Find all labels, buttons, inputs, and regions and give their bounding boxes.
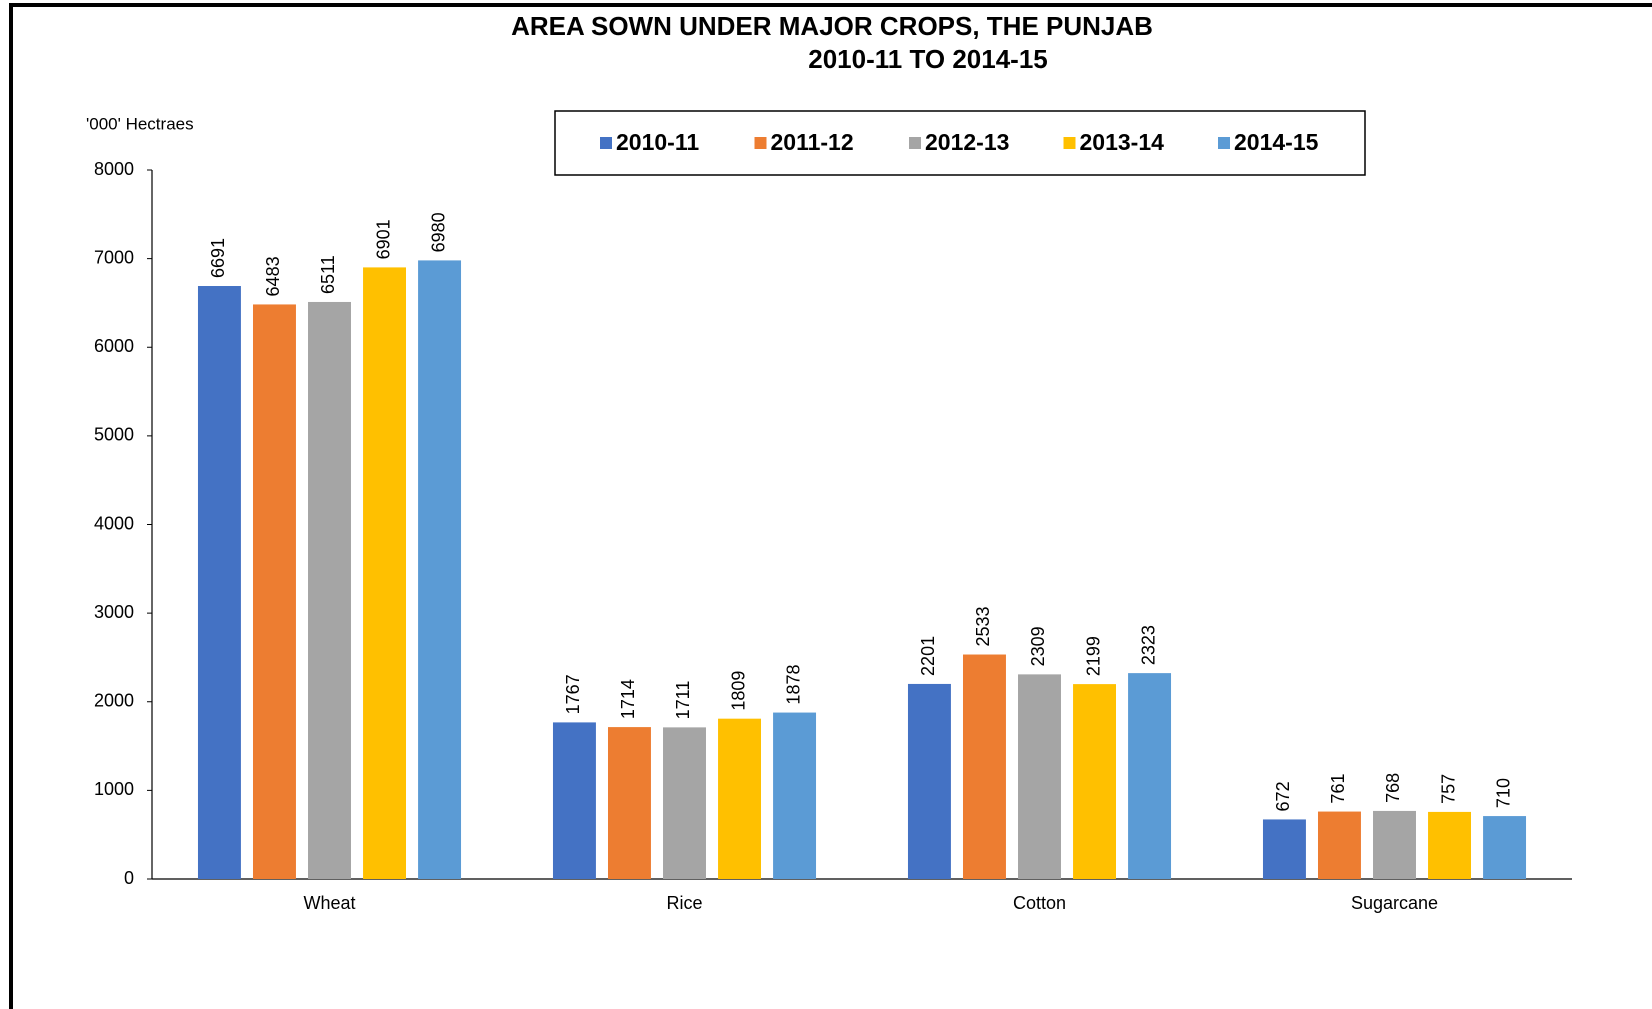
bar bbox=[773, 712, 817, 879]
bar bbox=[1428, 811, 1472, 879]
data-label: 6901 bbox=[373, 219, 393, 259]
y-tick-label: 0 bbox=[124, 868, 134, 888]
legend-label: 2013-14 bbox=[1080, 129, 1165, 155]
chart-frame bbox=[9, 3, 1652, 1009]
y-tick-label: 6000 bbox=[94, 336, 134, 356]
y-tick-label: 8000 bbox=[94, 159, 134, 179]
bar bbox=[363, 267, 407, 879]
y-tick-label: 5000 bbox=[94, 425, 134, 445]
bar bbox=[1073, 684, 1117, 879]
bar bbox=[1317, 811, 1361, 879]
data-label: 672 bbox=[1273, 781, 1293, 811]
data-label: 1767 bbox=[563, 674, 583, 714]
data-label: 1714 bbox=[618, 679, 638, 719]
data-label: 757 bbox=[1438, 774, 1458, 804]
data-label: 2201 bbox=[918, 636, 938, 676]
legend-swatch bbox=[1218, 137, 1230, 149]
y-tick-label: 3000 bbox=[94, 602, 134, 622]
legend-swatch bbox=[600, 137, 612, 149]
x-tick-label: Rice bbox=[666, 893, 702, 913]
bar bbox=[1483, 816, 1527, 879]
chart-title: AREA SOWN UNDER MAJOR CROPS, THE PUNJAB bbox=[511, 11, 1153, 41]
bar bbox=[252, 304, 296, 880]
bar bbox=[663, 727, 706, 879]
legend-label: 2010-11 bbox=[616, 129, 699, 155]
bar bbox=[1018, 674, 1061, 879]
legend-swatch bbox=[1063, 137, 1076, 149]
bar bbox=[1262, 819, 1306, 879]
data-label: 761 bbox=[1328, 774, 1348, 804]
bar bbox=[308, 301, 351, 879]
x-tick-label: Wheat bbox=[303, 893, 355, 913]
bar bbox=[718, 718, 762, 879]
legend-label: 2012-13 bbox=[925, 129, 1009, 155]
bar bbox=[962, 654, 1006, 879]
data-label: 6980 bbox=[428, 212, 448, 252]
bar bbox=[607, 727, 651, 879]
y-tick-label: 4000 bbox=[94, 513, 134, 533]
chart-subtitle: 2010-11 TO 2014-15 bbox=[808, 44, 1047, 74]
data-label: 6511 bbox=[318, 255, 338, 294]
bar bbox=[552, 722, 596, 879]
legend-label: 2011-12 bbox=[771, 129, 854, 155]
data-label: 6691 bbox=[208, 238, 228, 278]
y-tick-label: 2000 bbox=[94, 691, 134, 711]
bar bbox=[418, 260, 462, 880]
bar bbox=[197, 286, 241, 879]
data-label: 1878 bbox=[783, 665, 803, 705]
bar bbox=[1373, 810, 1416, 879]
bar bbox=[1128, 673, 1172, 879]
legend-label: 2014-15 bbox=[1234, 129, 1319, 155]
data-label: 1809 bbox=[728, 671, 748, 711]
y-axis-label: '000' Hectraes bbox=[86, 114, 194, 133]
data-label: 2199 bbox=[1083, 636, 1103, 676]
legend-swatch bbox=[754, 137, 767, 149]
x-tick-label: Sugarcane bbox=[1351, 893, 1438, 913]
data-label: 768 bbox=[1383, 773, 1403, 803]
data-label: 6483 bbox=[263, 256, 283, 296]
data-label: 2323 bbox=[1138, 625, 1158, 665]
y-tick-label: 7000 bbox=[94, 247, 134, 267]
bar bbox=[907, 683, 951, 879]
data-label: 1711 bbox=[673, 681, 693, 720]
x-tick-label: Cotton bbox=[1013, 893, 1066, 913]
data-label: 2309 bbox=[1028, 626, 1048, 666]
data-label: 2533 bbox=[973, 606, 993, 646]
data-label: 710 bbox=[1493, 778, 1513, 808]
y-tick-label: 1000 bbox=[94, 779, 134, 799]
legend-swatch bbox=[909, 137, 921, 149]
